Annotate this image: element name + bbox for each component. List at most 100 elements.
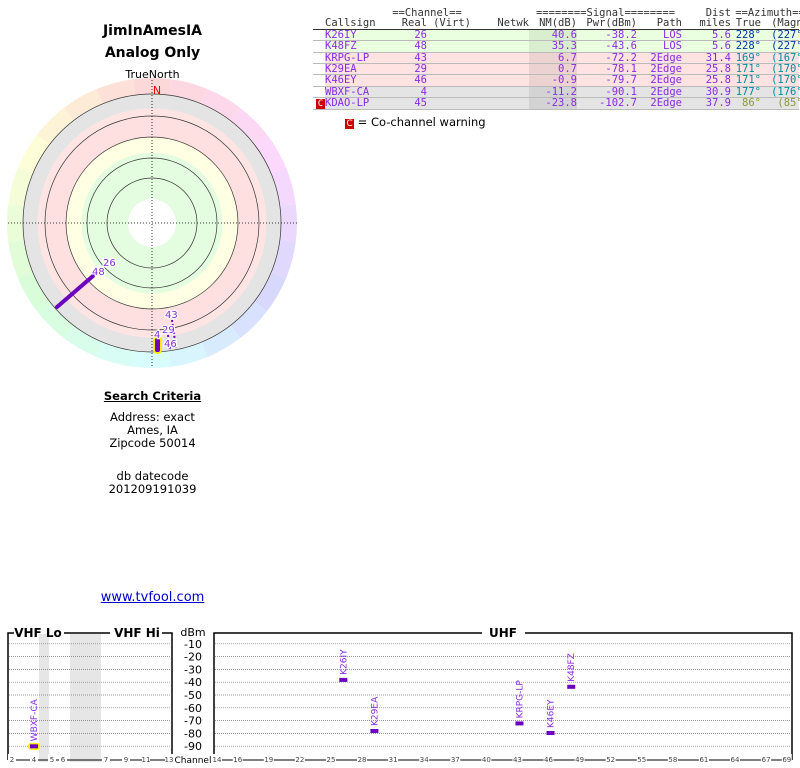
wheel-segment xyxy=(230,301,268,339)
cell-netwk xyxy=(471,98,529,109)
station-bar xyxy=(30,744,38,749)
cell-callsign: K29EA xyxy=(325,62,357,75)
col-true: True xyxy=(735,17,761,30)
cell-virt xyxy=(427,64,471,74)
tick-bg xyxy=(122,754,130,764)
x-tick-label: 55 xyxy=(637,756,646,764)
cell-magn: (167°) xyxy=(771,51,800,64)
cell-true: 177° xyxy=(735,85,761,98)
band-label-uhf: UHF xyxy=(489,626,517,640)
cell-real: 46 xyxy=(414,74,427,87)
page-title: JimInAmesIA xyxy=(102,23,203,39)
col-path: Path xyxy=(656,17,682,30)
tick-bg xyxy=(636,754,647,764)
x-tick-label: 16 xyxy=(233,756,242,764)
x-tick-label: 13 xyxy=(165,756,174,764)
station-bar xyxy=(339,677,348,682)
cell-true: 171° xyxy=(735,74,761,87)
cell-virt xyxy=(427,41,471,51)
cell-path: 2Edge xyxy=(650,85,682,98)
cell-path: 2Edge xyxy=(650,97,682,110)
cell-dist: 5.6 xyxy=(712,40,731,53)
x-tick-label: 49 xyxy=(575,756,584,764)
x-tick-label: 9 xyxy=(124,756,128,764)
uhf-frame xyxy=(213,632,793,760)
search-criteria-heading: Search Criteria xyxy=(103,389,202,403)
cell-path: LOS xyxy=(663,40,682,53)
x-tick-label: 58 xyxy=(668,756,677,764)
azimuth-group-header: ==Azimuth== xyxy=(735,7,800,19)
col-nm: NM(dB) xyxy=(539,17,577,30)
tick-bg xyxy=(102,754,110,764)
wheel-segment xyxy=(271,167,296,207)
cochannel-cell xyxy=(313,29,325,41)
table-row[interactable]: K48FZ 48 35.3 -43.6 LOS 5.6 228° (227°) xyxy=(313,40,800,53)
address-text: Address: exact xyxy=(110,410,195,424)
x-tick-label: 6 xyxy=(61,756,66,764)
x-tick-label: 69 xyxy=(782,756,791,764)
location-title: JimInAmesIA Analog Only xyxy=(0,20,305,64)
x-tick-label: 5 xyxy=(50,756,54,764)
col-pwr: Pwr(dBm) xyxy=(586,17,637,30)
cell-virt xyxy=(427,75,471,85)
x-axis-label: Channel xyxy=(175,756,212,766)
dist-group-header: Dist xyxy=(705,7,731,19)
table-row[interactable]: K26IY 26 40.6 -38.2 LOS 5.6 228° (227°) xyxy=(313,28,800,42)
tick-bg xyxy=(212,754,222,764)
tick-bg xyxy=(30,754,38,764)
tvfool-link[interactable]: www.tvfool.com xyxy=(100,590,205,605)
polar-label: 4 xyxy=(154,330,160,341)
cell-netwk xyxy=(471,41,529,51)
cell-netwk xyxy=(471,75,529,85)
page-subtitle: Analog Only xyxy=(104,45,201,61)
cell-real: 43 xyxy=(414,51,427,64)
cell-netwk xyxy=(471,64,529,74)
tick-bg xyxy=(325,754,336,764)
tick-bg xyxy=(450,754,461,764)
x-tick-label: 4 xyxy=(32,756,37,764)
station-label: K26IY xyxy=(339,649,349,675)
cell-magn: (227°) xyxy=(771,28,800,41)
db-datecode-label: db datecode xyxy=(116,469,189,483)
x-tick-label: 2 xyxy=(10,756,14,764)
cell-callsign: K48FZ xyxy=(325,40,357,53)
station-bar xyxy=(370,728,379,733)
cell-real: 4 xyxy=(420,85,427,98)
table-row[interactable]: KRPG-LP 43 6.7 -72.2 2Edge 31.4 169° (167°) xyxy=(313,51,800,64)
y-tick-label: -50 xyxy=(184,689,202,702)
wheel-segment xyxy=(8,239,33,279)
cell-true: 228° xyxy=(735,28,761,41)
tick-bg xyxy=(781,754,792,764)
table-row[interactable]: K46EY 46 -0.9 -79.7 2Edge 25.8 171° (170°) xyxy=(313,74,800,87)
band-label-vhf-hi: VHF Hi xyxy=(114,626,160,640)
cell-callsign: KDAO-LP xyxy=(325,97,370,110)
wheel-segment xyxy=(96,79,136,104)
cell-netwk xyxy=(471,30,529,40)
cell-true: 169° xyxy=(735,51,761,64)
cell-real: 48 xyxy=(414,40,427,53)
cell-virt xyxy=(427,98,471,109)
y-tick-label: -40 xyxy=(184,676,202,689)
x-tick-label: 43 xyxy=(513,756,522,764)
tick-bg xyxy=(698,754,709,764)
x-tick-label: 37 xyxy=(451,756,460,764)
x-tick-label: 28 xyxy=(358,756,367,764)
table-row[interactable]: WBXF-CA 4 -11.2 -90.1 2Edge 30.9 177° (176°) xyxy=(313,85,800,99)
wheel-segment xyxy=(271,239,296,279)
table-row[interactable]: K29EA 29 0.7 -78.1 2Edge 25.8 171° (170°) xyxy=(313,62,800,76)
vhf-gap xyxy=(39,634,49,762)
wheel-segment xyxy=(254,272,286,312)
wheel-segment xyxy=(36,301,74,339)
cell-callsign: K26IY xyxy=(325,28,357,41)
x-tick-label: 40 xyxy=(482,756,491,764)
cell-netwk xyxy=(471,53,529,63)
y-tick-label: -60 xyxy=(184,702,202,715)
cell-true: 171° xyxy=(735,62,761,75)
x-tick-label: 64 xyxy=(731,756,740,764)
cell-dist: 30.9 xyxy=(705,85,731,98)
wheel-segment xyxy=(36,107,74,145)
polar-label: 48 xyxy=(92,267,105,278)
x-tick-label: 14 xyxy=(213,756,222,764)
tick-bg xyxy=(419,754,430,764)
